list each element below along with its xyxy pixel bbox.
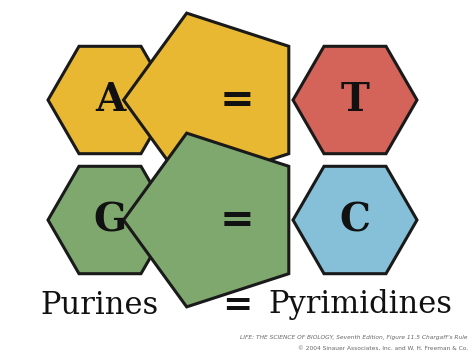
Polygon shape — [293, 166, 417, 274]
Polygon shape — [48, 166, 172, 274]
Text: =: = — [219, 199, 255, 241]
Polygon shape — [124, 133, 289, 307]
Text: Pyrimidines: Pyrimidines — [268, 289, 452, 320]
Text: LIFE: THE SCIENCE OF BIOLOGY, Seventh Edition, Figure 11.5 Chargaff’s Rule: LIFE: THE SCIENCE OF BIOLOGY, Seventh Ed… — [240, 336, 468, 341]
Text: C: C — [339, 201, 371, 239]
Text: © 2004 Sinauer Associates, Inc. and W. H. Freeman & Co.: © 2004 Sinauer Associates, Inc. and W. H… — [298, 346, 468, 351]
Polygon shape — [124, 13, 289, 187]
Text: T: T — [340, 81, 369, 119]
Text: G: G — [93, 201, 127, 239]
Polygon shape — [48, 46, 172, 154]
Text: A: A — [95, 81, 125, 119]
Text: =: = — [222, 288, 252, 322]
Polygon shape — [293, 46, 417, 154]
Text: =: = — [219, 79, 255, 121]
Text: Purines: Purines — [41, 289, 159, 320]
